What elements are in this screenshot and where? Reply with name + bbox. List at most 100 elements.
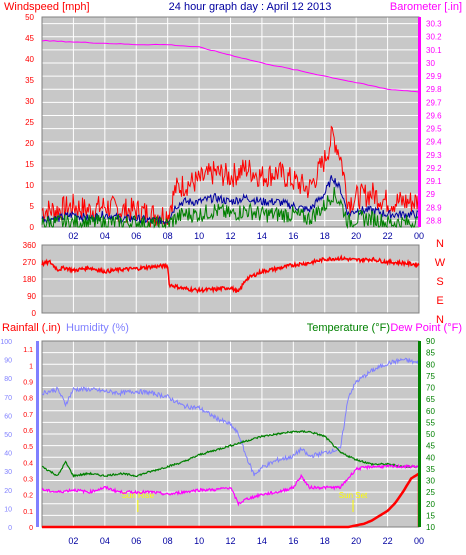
direction-tick-label: 360 bbox=[23, 241, 37, 250]
direction-series bbox=[41, 254, 420, 294]
x-tick-label: 20 bbox=[351, 536, 361, 546]
x-tick-label: 06 bbox=[131, 536, 141, 546]
temperature-tick-label: 35 bbox=[426, 465, 435, 474]
x-tick-label: 00 bbox=[414, 536, 424, 546]
rainfall-tick-label: 0.4 bbox=[23, 460, 33, 467]
x-tick-label: 14 bbox=[257, 231, 267, 241]
rainfall-line bbox=[42, 472, 420, 529]
wind-series bbox=[41, 39, 420, 229]
humidity-tick-label: 30 bbox=[4, 469, 12, 476]
direction-tick-label: 180 bbox=[23, 275, 37, 284]
compass-label: W bbox=[435, 257, 446, 269]
compass-label: N bbox=[436, 314, 444, 326]
temperature-tick-label: 15 bbox=[426, 511, 435, 520]
barometer-tick-label: 29.2 bbox=[426, 164, 442, 173]
windspeed-tick-label: 30 bbox=[25, 97, 34, 106]
graph-title: 24 hour graph day : April 12 2013 bbox=[169, 1, 332, 13]
temperature-axis-bar bbox=[418, 341, 421, 527]
x-tick-label: 10 bbox=[194, 536, 204, 546]
windspeed-tick-label: 35 bbox=[25, 76, 34, 85]
x-tick-label: 12 bbox=[225, 231, 235, 241]
dewpoint-line bbox=[41, 463, 420, 507]
wind-direction-line bbox=[41, 254, 420, 294]
x-tick-label: 18 bbox=[320, 231, 330, 241]
humidity-axis-label: Humidity (%) bbox=[66, 322, 129, 334]
x-tick-label: 16 bbox=[288, 536, 298, 546]
compass-label: E bbox=[436, 295, 443, 307]
rainfall-axis-label: Rainfall (.in) bbox=[2, 322, 61, 334]
humidity-tick-label: 80 bbox=[4, 376, 12, 383]
rainfall-tick-label: 0.7 bbox=[23, 412, 33, 419]
temperature-tick-label: 10 bbox=[426, 523, 435, 532]
windspeed-tick-label: 40 bbox=[25, 55, 34, 64]
temperature-tick-label: 80 bbox=[426, 360, 435, 369]
compass-label: S bbox=[436, 276, 443, 288]
wind-axes: 30.3 30.2 30.1 30 29.9 29.8 29.7 29.6 29.5 29.4 29… bbox=[25, 13, 442, 241]
temperature-tick-label: 60 bbox=[426, 407, 435, 416]
x-tick-label: 00 bbox=[414, 231, 424, 241]
humidity-tick-label: 60 bbox=[4, 413, 12, 420]
humidity-tick-label: 90 bbox=[4, 358, 12, 365]
x-tick-label: 04 bbox=[100, 536, 110, 546]
barometer-tick-label: 30.1 bbox=[426, 46, 442, 55]
rainfall-tick-label: 0.2 bbox=[23, 493, 33, 500]
rainfall-tick-label: 0.9 bbox=[23, 379, 33, 386]
x-tick-label: 18 bbox=[320, 536, 330, 546]
rainfall-tick-label: 0.8 bbox=[23, 396, 33, 403]
x-tick-label: 06 bbox=[131, 231, 141, 241]
rainfall-tick-label: 1 bbox=[29, 363, 33, 370]
x-tick-label: 08 bbox=[163, 536, 173, 546]
temperature-tick-label: 55 bbox=[426, 418, 435, 427]
windspeed-tick-label: 10 bbox=[25, 181, 34, 190]
barometer-tick-label: 29.5 bbox=[426, 125, 442, 134]
temperature-axis-label: Temperature (°F) bbox=[307, 322, 390, 334]
wind-low-line bbox=[41, 186, 420, 229]
rainfall-tick-label: 0.5 bbox=[23, 444, 33, 451]
x-tick-label: 10 bbox=[194, 231, 204, 241]
windspeed-tick-label: 5 bbox=[30, 202, 35, 211]
barometer-tick-label: 30 bbox=[426, 59, 435, 68]
windspeed-tick-label: 0 bbox=[30, 223, 35, 232]
barometer-tick-label: 29 bbox=[426, 190, 435, 199]
rainfall-tick-label: 1.1 bbox=[23, 347, 33, 354]
x-tick-label: 16 bbox=[288, 231, 298, 241]
humidity-line bbox=[41, 357, 420, 477]
humidity-tick-label: 0 bbox=[8, 525, 12, 532]
barometer-tick-label: 30.3 bbox=[426, 20, 442, 29]
sunrise-label: Sun Rise bbox=[122, 491, 155, 500]
x-tick-label: 14 bbox=[257, 536, 267, 546]
wind-avg-line bbox=[41, 175, 420, 225]
humidity-tick-label: 70 bbox=[4, 395, 12, 402]
x-tick-label: 02 bbox=[68, 536, 78, 546]
x-tick-label: 04 bbox=[100, 231, 110, 241]
x-tick-label: 22 bbox=[383, 536, 393, 546]
temperature-tick-label: 40 bbox=[426, 453, 435, 462]
direction-frame bbox=[41, 244, 420, 314]
humidity-tick-label: 100 bbox=[0, 339, 12, 346]
barometer-axis-bar bbox=[418, 17, 421, 227]
barometer-tick-label: 29.9 bbox=[426, 72, 442, 81]
barometer-axis-label: Barometer [.in] bbox=[390, 1, 462, 13]
temperature-line bbox=[41, 430, 420, 478]
windspeed-axis-label: Windspeed [mph] bbox=[4, 1, 90, 13]
barometer-tick-label: 28.8 bbox=[426, 216, 442, 225]
humidity-tick-label: 20 bbox=[4, 488, 12, 495]
windspeed-tick-label: 25 bbox=[25, 118, 34, 127]
rainfall-tick-label: 0.1 bbox=[23, 509, 33, 516]
windspeed-tick-label: 20 bbox=[25, 139, 34, 148]
direction-tick-label: 270 bbox=[23, 258, 37, 267]
temperature-tick-label: 65 bbox=[426, 395, 435, 404]
x-tick-label: 20 bbox=[351, 231, 361, 241]
temperature-tick-label: 75 bbox=[426, 372, 435, 381]
wind-gust-line bbox=[41, 125, 420, 228]
barometer-tick-label: 29.7 bbox=[426, 98, 442, 107]
direction-tick-label: 0 bbox=[32, 309, 37, 318]
x-tick-label: 12 bbox=[225, 536, 235, 546]
barometer-tick-label: 30.2 bbox=[426, 33, 442, 42]
temperature-tick-label: 85 bbox=[426, 349, 435, 358]
barometer-tick-label: 29.6 bbox=[426, 111, 442, 120]
climate-axes: 9085807570656055504540353025201510100908… bbox=[0, 337, 435, 546]
barometer-tick-label: 28.9 bbox=[426, 203, 442, 212]
compass-label: N bbox=[436, 238, 444, 250]
